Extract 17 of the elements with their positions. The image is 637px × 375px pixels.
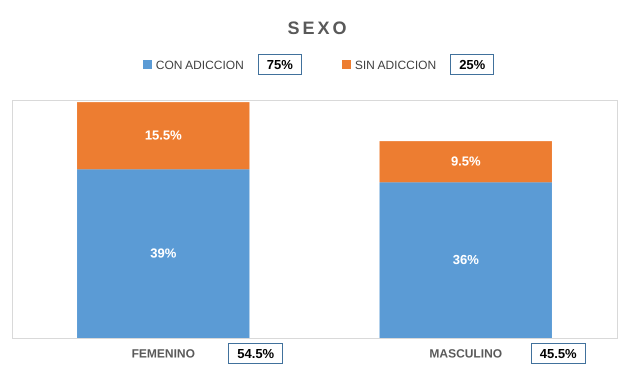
- x-tick-label: MASCULINO: [429, 346, 502, 360]
- bar: [77, 102, 250, 170]
- data-label: 36%: [452, 252, 480, 268]
- x-tick-label: FEMENINO: [132, 346, 195, 360]
- data-label: 15.5%: [144, 128, 182, 143]
- data-label: 9.5%: [450, 154, 481, 169]
- bar: [380, 141, 552, 182]
- data-label: 39%: [150, 246, 177, 261]
- legend-label: SIN ADICCION: [354, 58, 436, 72]
- bar: [380, 182, 552, 338]
- legend-label: CON ADICCION: [156, 58, 244, 72]
- text: 75%: [258, 54, 302, 75]
- text: 25%: [450, 54, 494, 75]
- boxed-total-label: 45.5%: [530, 343, 586, 364]
- boxed-total-label: 54.5%: [228, 343, 284, 364]
- chart-title: SEXO: [286, 18, 351, 39]
- bar: [77, 169, 250, 338]
